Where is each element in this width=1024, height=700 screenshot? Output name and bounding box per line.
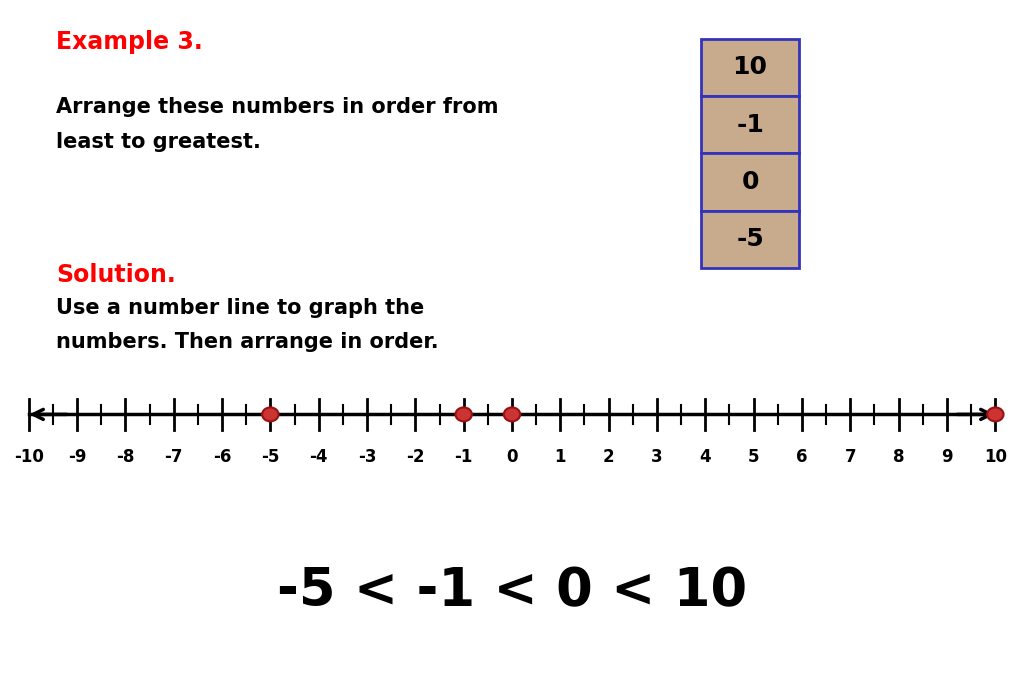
Text: -8: -8 bbox=[116, 448, 134, 466]
Text: -9: -9 bbox=[68, 448, 86, 466]
Text: 0: 0 bbox=[506, 448, 518, 466]
Text: -1: -1 bbox=[455, 448, 473, 466]
Text: -1: -1 bbox=[736, 113, 764, 136]
Ellipse shape bbox=[504, 407, 520, 421]
Text: 1: 1 bbox=[555, 448, 566, 466]
Text: -5: -5 bbox=[261, 448, 280, 466]
Text: -3: -3 bbox=[357, 448, 376, 466]
Text: Solution.: Solution. bbox=[56, 262, 176, 286]
Text: 8: 8 bbox=[893, 448, 904, 466]
Bar bbox=[701, 153, 799, 211]
Text: 3: 3 bbox=[651, 448, 663, 466]
Text: -5: -5 bbox=[736, 228, 764, 251]
Bar bbox=[701, 96, 799, 153]
Text: 2: 2 bbox=[603, 448, 614, 466]
Bar bbox=[701, 211, 799, 268]
Text: 4: 4 bbox=[699, 448, 711, 466]
Text: -7: -7 bbox=[165, 448, 183, 466]
Ellipse shape bbox=[262, 407, 279, 421]
Text: 10: 10 bbox=[984, 448, 1007, 466]
Text: Example 3.: Example 3. bbox=[56, 30, 203, 54]
Text: -6: -6 bbox=[213, 448, 231, 466]
Text: -2: -2 bbox=[407, 448, 425, 466]
Text: 10: 10 bbox=[732, 55, 768, 79]
Text: -5 < -1 < 0 < 10: -5 < -1 < 0 < 10 bbox=[276, 566, 748, 617]
Text: Arrange these numbers in order from: Arrange these numbers in order from bbox=[56, 97, 499, 117]
Text: 6: 6 bbox=[797, 448, 808, 466]
Bar bbox=[701, 38, 799, 96]
Text: 7: 7 bbox=[845, 448, 856, 466]
Ellipse shape bbox=[987, 407, 1004, 421]
Text: 0: 0 bbox=[741, 170, 759, 194]
Text: 5: 5 bbox=[748, 448, 760, 466]
Text: Use a number line to graph the: Use a number line to graph the bbox=[56, 298, 425, 318]
Text: -10: -10 bbox=[13, 448, 44, 466]
Ellipse shape bbox=[456, 407, 472, 421]
Text: 9: 9 bbox=[941, 448, 952, 466]
Text: -4: -4 bbox=[309, 448, 328, 466]
Text: least to greatest.: least to greatest. bbox=[56, 132, 261, 152]
Text: numbers. Then arrange in order.: numbers. Then arrange in order. bbox=[56, 332, 439, 353]
